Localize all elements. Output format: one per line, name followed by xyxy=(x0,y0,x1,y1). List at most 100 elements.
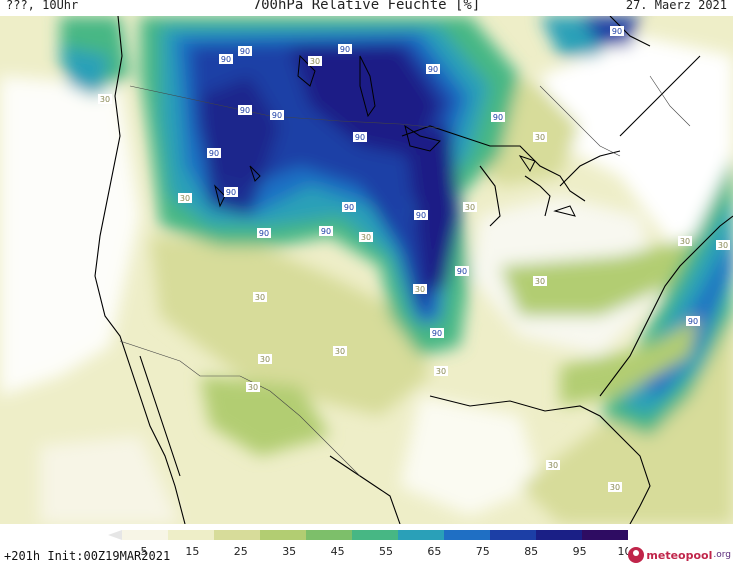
contour-label-text: 30 xyxy=(465,203,475,212)
contour-label-90: 90 xyxy=(257,228,271,238)
contour-label-90: 90 xyxy=(219,54,233,64)
legend-tick-label: 5 xyxy=(141,545,148,558)
humidity-map: 90 90 90 90 90 90 xyxy=(0,16,733,524)
contour-label-30: 30 xyxy=(533,276,547,286)
contour-label-30: 30 xyxy=(678,236,692,246)
contour-label-text: 30 xyxy=(361,233,371,242)
contour-label-text: 30 xyxy=(255,293,265,302)
legend-tick-label: 75 xyxy=(476,545,490,558)
brand-tld: .org xyxy=(713,550,731,560)
contour-label-90: 90 xyxy=(686,316,700,326)
legend-tick-label: 100 xyxy=(618,545,629,558)
contour-label-text: 90 xyxy=(272,111,282,120)
map-footer: +201h Init:00Z19MAR2021 5 15 25 35 45 55 65 75 8… xyxy=(0,524,733,566)
contour-label-text: 30 xyxy=(100,95,110,104)
contour-label-text: 90 xyxy=(612,27,622,36)
legend-swatch xyxy=(490,530,537,540)
legend-swatch xyxy=(260,530,307,540)
run-info: +201h Init:00Z19MAR2021 xyxy=(4,549,171,563)
contour-label-30: 30 xyxy=(308,56,322,66)
legend-cap-left xyxy=(108,530,122,540)
contour-label-text: 30 xyxy=(180,194,190,203)
legend-tick-label: 55 xyxy=(379,545,393,558)
map-title: 700hPa Relative Feuchte [%] xyxy=(252,0,481,13)
legend-ticks: 5 15 25 35 45 55 65 75 85 95 100 xyxy=(141,545,629,558)
contour-label-30: 30 xyxy=(178,193,192,203)
brand-name: meteopool xyxy=(646,548,713,562)
contour-label-text: 30 xyxy=(535,133,545,142)
contour-label-30: 30 xyxy=(716,240,730,250)
contour-label-text: 30 xyxy=(415,285,425,294)
contour-label-text: 30 xyxy=(548,461,558,470)
legend-swatch xyxy=(122,530,169,540)
contour-label-30: 30 xyxy=(546,460,560,470)
contour-label-text: 30 xyxy=(535,277,545,286)
contour-label-text: 30 xyxy=(436,367,446,376)
legend-tick-label: 15 xyxy=(185,545,199,558)
contour-label-text: 90 xyxy=(240,106,250,115)
contour-label-text: 90 xyxy=(340,45,350,54)
contour-label-text: 90 xyxy=(457,267,467,276)
contour-label-text: 90 xyxy=(432,329,442,338)
contour-label-30: 30 xyxy=(434,366,448,376)
meteopool-icon xyxy=(628,547,645,563)
contour-label-90: 90 xyxy=(414,210,428,220)
legend-tick-label: 65 xyxy=(427,545,441,558)
contour-label-30: 30 xyxy=(608,482,622,492)
legend-swatch xyxy=(306,530,353,540)
legend-tick-label: 95 xyxy=(573,545,587,558)
contour-label-90: 90 xyxy=(342,202,356,212)
legend-swatch xyxy=(214,530,261,540)
coastlines xyxy=(94,16,733,524)
contour-label-90: 90 xyxy=(338,44,352,54)
contour-label-30: 30 xyxy=(253,292,267,302)
contour-label-text: 30 xyxy=(248,383,258,392)
legend-swatch xyxy=(398,530,445,540)
contour-label-text: 30 xyxy=(310,57,320,66)
contour-label-text: 90 xyxy=(259,229,269,238)
legend-tick-label: 45 xyxy=(331,545,345,558)
contour-label-30: 30 xyxy=(333,346,347,356)
contour-label-text: 90 xyxy=(416,211,426,220)
contour-label-text: 30 xyxy=(335,347,345,356)
contour-label-30: 30 xyxy=(359,232,373,242)
contour-label-text: 90 xyxy=(221,55,231,64)
contour-label-90: 90 xyxy=(610,26,624,36)
contour-label-text: 90 xyxy=(688,317,698,326)
contour-label-90: 90 xyxy=(224,187,238,197)
contour-label-text: 90 xyxy=(344,203,354,212)
contour-label-90: 90 xyxy=(353,132,367,142)
contour-label-30: 30 xyxy=(246,382,260,392)
contour-label-text: 90 xyxy=(493,113,503,122)
legend-swatch xyxy=(168,530,215,540)
legend-tick-label: 85 xyxy=(524,545,538,558)
contour-label-text: 30 xyxy=(610,483,620,492)
contour-label-90: 90 xyxy=(319,226,333,236)
contour-label-text: 90 xyxy=(321,227,331,236)
contour-label-text: 90 xyxy=(240,47,250,56)
contour-label-text: 30 xyxy=(260,355,270,364)
color-legend: 5 15 25 35 45 55 65 75 85 95 100 xyxy=(108,530,629,558)
legend-swatch xyxy=(582,530,628,540)
legend-tick-label: 25 xyxy=(234,545,248,558)
map-header: ???, 10Uhr 700hPa Relative Feuchte [%] 2… xyxy=(0,0,733,16)
contour-label-30: 30 xyxy=(533,132,547,142)
map-canvas: 90 90 90 90 90 90 xyxy=(0,16,733,524)
forecast-date: 27. Maerz 2021 xyxy=(625,0,727,12)
location-time: ???, 10Uhr xyxy=(6,0,79,12)
legend-swatch xyxy=(444,530,491,540)
contour-labels: 90 90 90 90 90 90 xyxy=(98,26,730,492)
contour-label-90: 90 xyxy=(426,64,440,74)
contour-label-90: 90 xyxy=(238,105,252,115)
contour-label-text: 90 xyxy=(209,149,219,158)
contour-label-30: 30 xyxy=(258,354,272,364)
contour-label-text: 90 xyxy=(355,133,365,142)
contour-label-text: 30 xyxy=(680,237,690,246)
legend-bars xyxy=(108,530,628,540)
humidity-fill xyxy=(0,16,733,524)
contour-label-30: 30 xyxy=(463,202,477,212)
legend-tick-label: 35 xyxy=(282,545,296,558)
contour-label-30: 30 xyxy=(98,94,112,104)
contour-label-90: 90 xyxy=(238,46,252,56)
meteopool-logo[interactable]: meteopool .org xyxy=(628,547,731,563)
